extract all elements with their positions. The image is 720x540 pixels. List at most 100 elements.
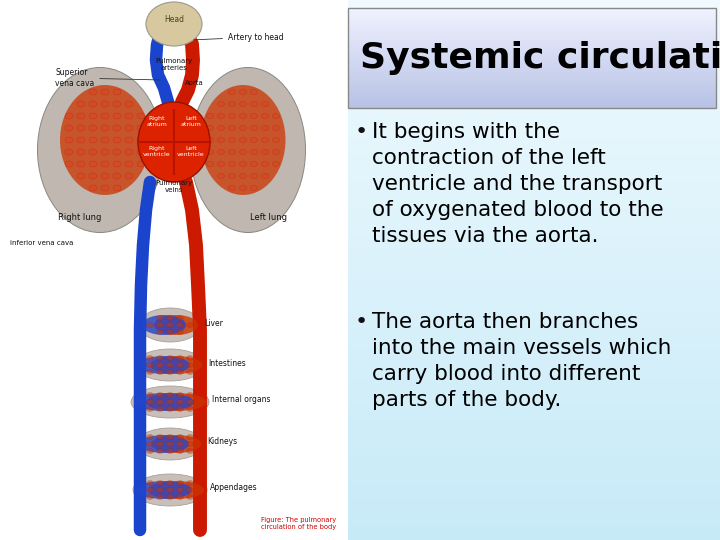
Ellipse shape: [131, 386, 209, 418]
Ellipse shape: [240, 186, 246, 191]
Ellipse shape: [113, 113, 121, 119]
Ellipse shape: [217, 125, 225, 131]
Ellipse shape: [186, 449, 194, 454]
Ellipse shape: [89, 125, 97, 131]
Ellipse shape: [89, 113, 97, 119]
Ellipse shape: [186, 435, 194, 440]
Ellipse shape: [272, 138, 279, 143]
Ellipse shape: [251, 161, 258, 166]
Ellipse shape: [156, 407, 163, 411]
Ellipse shape: [261, 150, 269, 154]
Ellipse shape: [139, 308, 201, 342]
Ellipse shape: [125, 149, 133, 155]
Ellipse shape: [89, 185, 97, 191]
Ellipse shape: [251, 186, 258, 191]
Ellipse shape: [113, 185, 121, 191]
Ellipse shape: [146, 488, 153, 492]
Ellipse shape: [176, 435, 184, 440]
Ellipse shape: [134, 393, 194, 411]
Ellipse shape: [261, 125, 269, 131]
Ellipse shape: [148, 481, 204, 499]
Ellipse shape: [166, 355, 174, 361]
Ellipse shape: [207, 150, 214, 154]
Ellipse shape: [138, 102, 210, 182]
Ellipse shape: [251, 125, 258, 131]
Ellipse shape: [261, 113, 269, 118]
Text: carry blood into different: carry blood into different: [372, 364, 640, 384]
Ellipse shape: [125, 173, 133, 179]
Ellipse shape: [77, 149, 85, 155]
Ellipse shape: [146, 400, 153, 404]
Ellipse shape: [217, 102, 225, 106]
Ellipse shape: [77, 101, 85, 107]
Ellipse shape: [240, 138, 246, 143]
Ellipse shape: [176, 442, 184, 447]
Ellipse shape: [156, 355, 163, 361]
Ellipse shape: [101, 125, 109, 131]
Ellipse shape: [125, 161, 133, 167]
Text: parts of the body.: parts of the body.: [372, 390, 562, 410]
Ellipse shape: [228, 150, 235, 154]
Ellipse shape: [113, 149, 121, 155]
Ellipse shape: [166, 449, 174, 454]
Text: Artery to head: Artery to head: [194, 32, 284, 42]
Ellipse shape: [101, 173, 109, 179]
Ellipse shape: [101, 101, 109, 107]
Ellipse shape: [137, 149, 145, 155]
Text: Left
ventricle: Left ventricle: [177, 146, 204, 157]
Ellipse shape: [65, 113, 73, 119]
Text: The aorta then branches: The aorta then branches: [372, 312, 638, 332]
Ellipse shape: [217, 113, 225, 118]
Ellipse shape: [156, 400, 163, 404]
Ellipse shape: [240, 125, 246, 131]
Ellipse shape: [77, 113, 85, 119]
Ellipse shape: [176, 400, 184, 404]
Ellipse shape: [113, 101, 121, 107]
Ellipse shape: [156, 495, 163, 500]
Ellipse shape: [101, 161, 109, 167]
Ellipse shape: [156, 329, 163, 334]
Ellipse shape: [240, 90, 246, 94]
Text: into the main vessels which: into the main vessels which: [372, 338, 671, 358]
Ellipse shape: [139, 435, 189, 453]
Ellipse shape: [186, 400, 194, 404]
Ellipse shape: [77, 161, 85, 167]
Ellipse shape: [101, 185, 109, 191]
Text: Head: Head: [164, 16, 184, 24]
Ellipse shape: [228, 102, 235, 106]
Ellipse shape: [136, 428, 204, 460]
Ellipse shape: [228, 138, 235, 143]
Ellipse shape: [261, 138, 269, 143]
Text: of oxygenated blood to the: of oxygenated blood to the: [372, 200, 664, 220]
Ellipse shape: [176, 449, 184, 454]
Ellipse shape: [207, 138, 214, 143]
Ellipse shape: [176, 495, 184, 500]
Ellipse shape: [65, 137, 73, 143]
Ellipse shape: [37, 68, 163, 233]
Ellipse shape: [251, 173, 258, 179]
Ellipse shape: [156, 442, 163, 447]
Ellipse shape: [186, 488, 194, 492]
Text: Right lung: Right lung: [58, 213, 102, 222]
Ellipse shape: [251, 138, 258, 143]
Ellipse shape: [89, 173, 97, 179]
Ellipse shape: [137, 113, 145, 119]
Ellipse shape: [228, 173, 235, 179]
Ellipse shape: [89, 89, 97, 95]
Ellipse shape: [166, 442, 174, 447]
Text: Right
ventricle: Right ventricle: [143, 146, 171, 157]
Text: •: •: [355, 312, 368, 332]
Ellipse shape: [156, 315, 163, 321]
Ellipse shape: [146, 362, 153, 368]
Ellipse shape: [60, 85, 150, 195]
Ellipse shape: [89, 149, 97, 155]
Ellipse shape: [176, 315, 184, 321]
Ellipse shape: [156, 449, 163, 454]
Ellipse shape: [176, 393, 184, 397]
Ellipse shape: [166, 495, 174, 500]
Ellipse shape: [150, 356, 202, 374]
Ellipse shape: [113, 89, 121, 95]
Ellipse shape: [136, 481, 192, 499]
Ellipse shape: [240, 102, 246, 106]
Text: Pulmonary
arteries: Pulmonary arteries: [156, 58, 193, 71]
